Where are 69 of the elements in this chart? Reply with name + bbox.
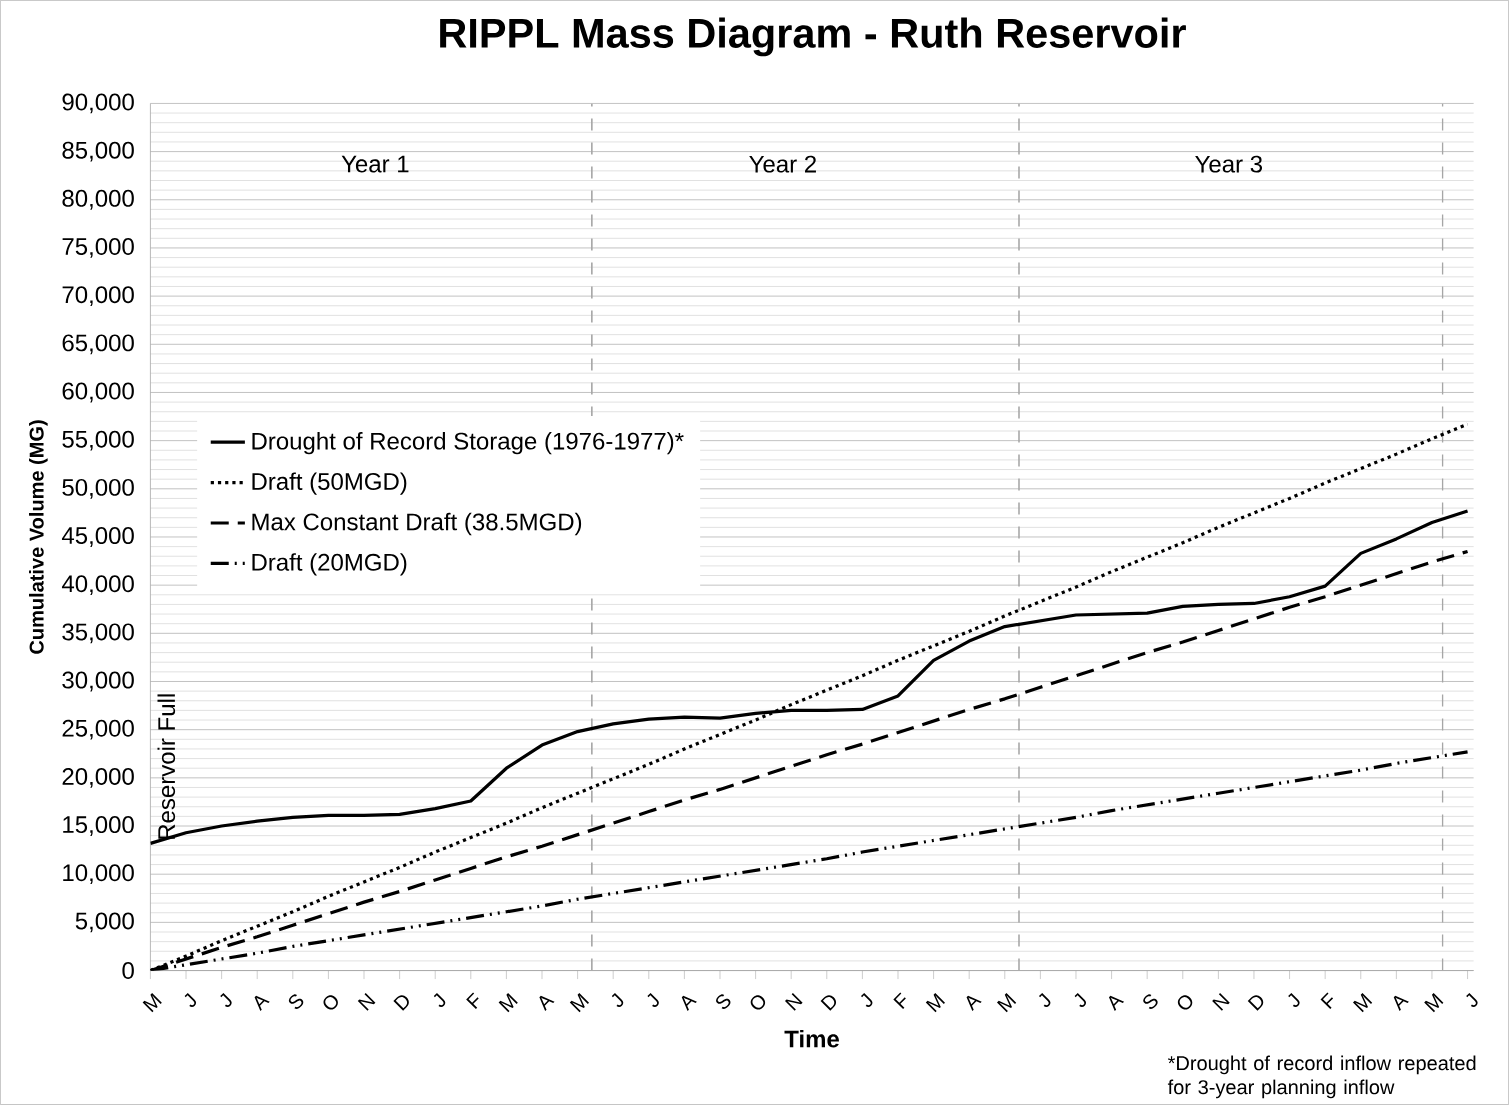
y-tick-label: 20,000 [62,767,134,788]
x-tick-label: S [716,994,731,1009]
y-tick-label: 15,000 [63,816,134,836]
x-tick-label: A [254,995,270,1012]
x-tick-label: A [681,995,697,1012]
x-tick-label: N [784,993,803,1011]
x-tick-label: J [433,992,446,1008]
x-tick-label: M [1352,993,1373,1013]
y-tick-label: 85,000 [62,141,134,162]
x-tick-label: A [966,995,982,1012]
y-axis-title: Cumulative Volume (MG) [29,420,48,654]
x-tick-label: A [1108,995,1125,1012]
chart-title: RIPPL Mass Diagram - Ruth Reservoir [440,17,1186,57]
x-tick-label: O [323,995,338,1010]
x-tick-label: F [893,992,906,1010]
x-tick-label: M [1424,993,1444,1013]
y-tick-label: 25,000 [62,719,134,740]
x-tick-label: J [861,992,873,1008]
legend-label: Draft (50MGD) [252,472,407,495]
x-tick-label: O [1177,995,1193,1010]
annotation: Reservoir Full [157,694,176,839]
x-tick-label: D [820,995,837,1011]
x-tick-label: A [539,995,555,1012]
y-tick-label: 30,000 [62,671,134,692]
x-tick-label: M [997,993,1017,1013]
x-axis-title: Time [784,1029,839,1048]
y-tick-label: 75,000 [62,238,134,258]
y-tick-label: 90,000 [62,93,134,114]
y-tick-label: 80,000 [62,189,134,210]
y-tick-label: 35,000 [62,623,134,644]
x-tick-label: J [647,992,659,1008]
y-tick-label: 45,000 [61,527,134,547]
y-tick-label: 5,000 [75,912,134,933]
x-tick-label: J [1039,992,1051,1008]
y-tick-label: 10,000 [63,864,134,885]
x-tick-label: F [1320,992,1334,1010]
legend-label: Drought of Record Storage (1976-1977)* [252,432,684,455]
x-tick-label: S [1143,994,1158,1009]
x-tick-label: J [220,992,232,1008]
y-tick-label: 50,000 [62,478,134,499]
x-tick-label: S [288,994,304,1009]
x-tick-label: M [498,993,518,1013]
x-tick-label: F [466,992,479,1010]
x-tick-label: N [1212,993,1230,1011]
text: *Drought of record inflow repeated for 3-year planning inflow [1167,1055,1476,1099]
x-tick-label: D [1247,995,1264,1011]
annotation: Year 3 [1195,155,1263,173]
x-tick-label: J [184,992,197,1008]
legend-label: Draft (20MGD) [252,553,407,576]
y-tick-label: 55,000 [62,430,134,451]
y-tick-label: 60,000 [62,382,134,403]
y-tick-label: 40,000 [61,575,134,596]
y-tick-label: 0 [122,962,134,980]
x-tick-label: J [1466,992,1478,1008]
x-tick-label: N [357,993,376,1011]
x-tick-label: M [569,993,590,1013]
x-tick-label: O [750,995,766,1010]
x-tick-label: J [1288,992,1300,1008]
y-tick-label: 65,000 [62,334,134,355]
x-tick-label: A [1393,995,1409,1012]
x-tick-label: J [611,992,624,1008]
x-tick-label: M [925,993,945,1013]
legend-label: Max Constant Draft (38.5MGD) [252,512,582,536]
x-tick-label: D [393,995,409,1011]
x-tick-label: M [142,993,162,1013]
annotation: Year 1 [341,155,409,173]
annotation: Year 2 [749,155,816,173]
y-tick-label: 70,000 [62,286,134,307]
x-tick-label: J [1074,992,1087,1008]
